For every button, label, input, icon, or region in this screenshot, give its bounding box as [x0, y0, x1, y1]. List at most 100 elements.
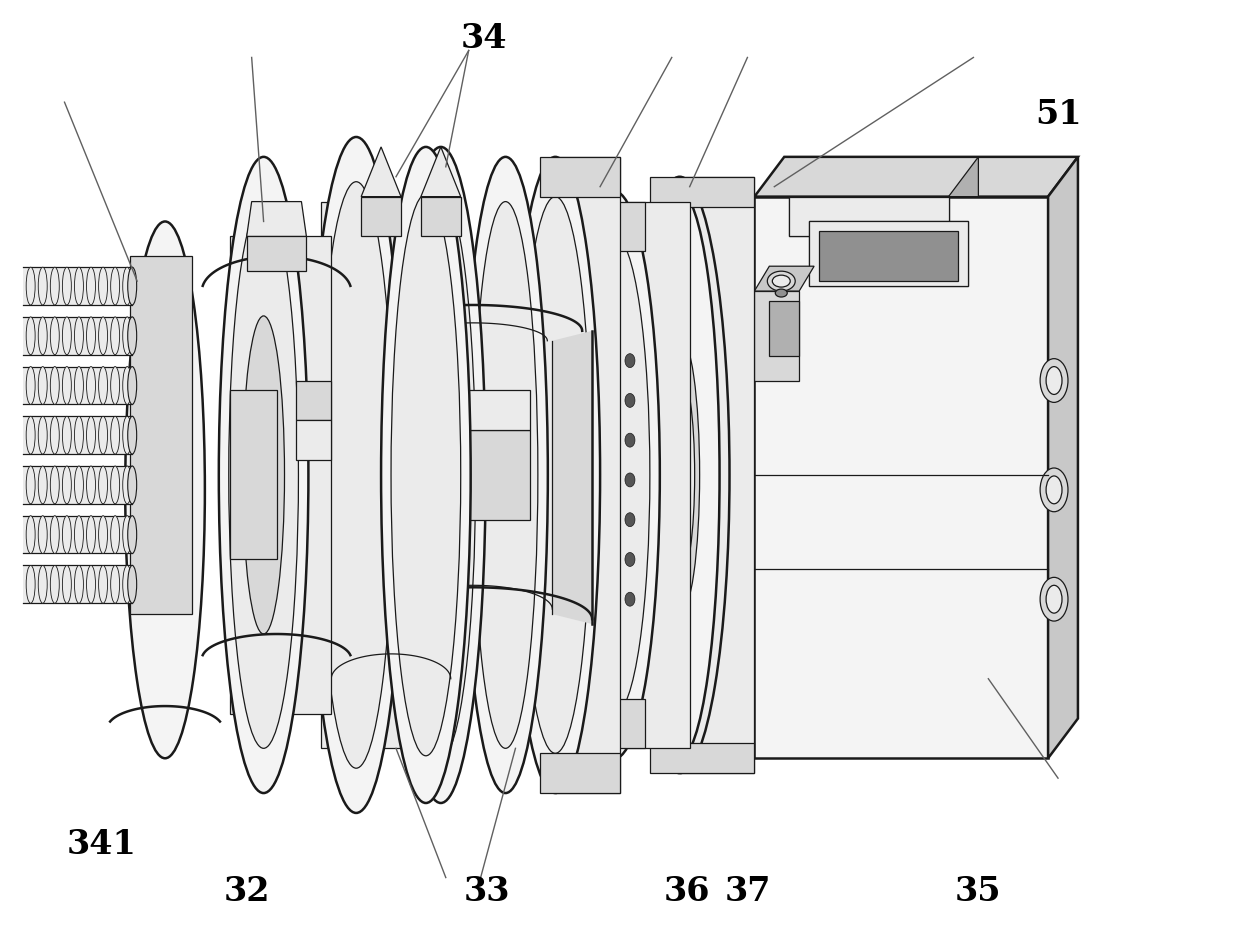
Polygon shape — [552, 330, 593, 624]
Polygon shape — [605, 201, 645, 251]
Polygon shape — [949, 157, 978, 197]
Ellipse shape — [87, 367, 95, 404]
Ellipse shape — [474, 201, 538, 748]
Polygon shape — [22, 565, 133, 603]
Ellipse shape — [38, 516, 47, 553]
Polygon shape — [22, 466, 133, 504]
Ellipse shape — [99, 565, 108, 603]
Ellipse shape — [391, 194, 461, 755]
Ellipse shape — [87, 565, 95, 603]
Ellipse shape — [405, 192, 476, 758]
Polygon shape — [650, 177, 754, 207]
Polygon shape — [680, 177, 754, 773]
Ellipse shape — [625, 513, 635, 527]
Ellipse shape — [128, 565, 136, 603]
Ellipse shape — [99, 466, 108, 504]
Ellipse shape — [128, 367, 136, 404]
Ellipse shape — [38, 565, 47, 603]
Ellipse shape — [51, 466, 60, 504]
Ellipse shape — [74, 367, 83, 404]
Ellipse shape — [26, 267, 35, 305]
Ellipse shape — [74, 516, 83, 553]
Ellipse shape — [123, 516, 131, 553]
Ellipse shape — [38, 367, 47, 404]
Ellipse shape — [773, 275, 790, 287]
Ellipse shape — [99, 367, 108, 404]
Ellipse shape — [464, 157, 548, 793]
Polygon shape — [810, 222, 968, 286]
Text: 33: 33 — [464, 875, 510, 908]
Ellipse shape — [51, 516, 60, 553]
Ellipse shape — [625, 354, 635, 368]
Ellipse shape — [74, 317, 83, 355]
Ellipse shape — [26, 516, 35, 553]
Ellipse shape — [775, 289, 787, 297]
Polygon shape — [247, 201, 306, 237]
Polygon shape — [754, 266, 815, 291]
Ellipse shape — [218, 157, 309, 793]
Text: 51: 51 — [1035, 98, 1081, 131]
Ellipse shape — [74, 565, 83, 603]
Ellipse shape — [580, 237, 650, 713]
Polygon shape — [605, 698, 645, 748]
Ellipse shape — [630, 177, 729, 773]
Ellipse shape — [128, 466, 136, 504]
Polygon shape — [610, 201, 689, 748]
Polygon shape — [22, 417, 133, 454]
Text: 37: 37 — [725, 875, 771, 908]
Ellipse shape — [62, 417, 72, 454]
Ellipse shape — [87, 466, 95, 504]
Ellipse shape — [128, 417, 136, 454]
Ellipse shape — [110, 466, 119, 504]
Ellipse shape — [625, 552, 635, 566]
Ellipse shape — [38, 267, 47, 305]
Ellipse shape — [74, 417, 83, 454]
Ellipse shape — [62, 267, 72, 305]
Ellipse shape — [38, 417, 47, 454]
Polygon shape — [410, 431, 531, 519]
Ellipse shape — [511, 157, 600, 793]
Polygon shape — [22, 267, 133, 305]
Ellipse shape — [625, 433, 635, 447]
Ellipse shape — [128, 317, 136, 355]
Polygon shape — [420, 197, 461, 237]
Ellipse shape — [768, 271, 795, 291]
Ellipse shape — [38, 466, 47, 504]
Polygon shape — [754, 291, 800, 381]
Polygon shape — [229, 237, 331, 713]
Ellipse shape — [110, 267, 119, 305]
Ellipse shape — [99, 317, 108, 355]
Ellipse shape — [110, 565, 119, 603]
Polygon shape — [22, 317, 133, 355]
Ellipse shape — [243, 316, 284, 634]
Ellipse shape — [319, 182, 393, 768]
Ellipse shape — [62, 565, 72, 603]
Ellipse shape — [228, 201, 299, 748]
Ellipse shape — [625, 592, 635, 607]
Ellipse shape — [309, 137, 403, 813]
Polygon shape — [420, 147, 461, 197]
Ellipse shape — [51, 267, 60, 305]
Text: 34: 34 — [461, 22, 507, 54]
Ellipse shape — [1040, 358, 1068, 402]
Ellipse shape — [51, 417, 60, 454]
Ellipse shape — [87, 516, 95, 553]
Ellipse shape — [74, 466, 83, 504]
Polygon shape — [130, 256, 192, 614]
Ellipse shape — [128, 516, 136, 553]
Polygon shape — [541, 753, 620, 793]
Ellipse shape — [123, 565, 131, 603]
Ellipse shape — [640, 192, 719, 758]
Polygon shape — [410, 390, 531, 431]
Ellipse shape — [62, 367, 72, 404]
Ellipse shape — [62, 466, 72, 504]
Ellipse shape — [26, 317, 35, 355]
Ellipse shape — [123, 466, 131, 504]
Polygon shape — [296, 381, 331, 420]
Ellipse shape — [74, 267, 83, 305]
Ellipse shape — [570, 192, 660, 758]
Ellipse shape — [125, 222, 205, 758]
Ellipse shape — [110, 317, 119, 355]
Ellipse shape — [625, 393, 635, 407]
Ellipse shape — [51, 565, 60, 603]
